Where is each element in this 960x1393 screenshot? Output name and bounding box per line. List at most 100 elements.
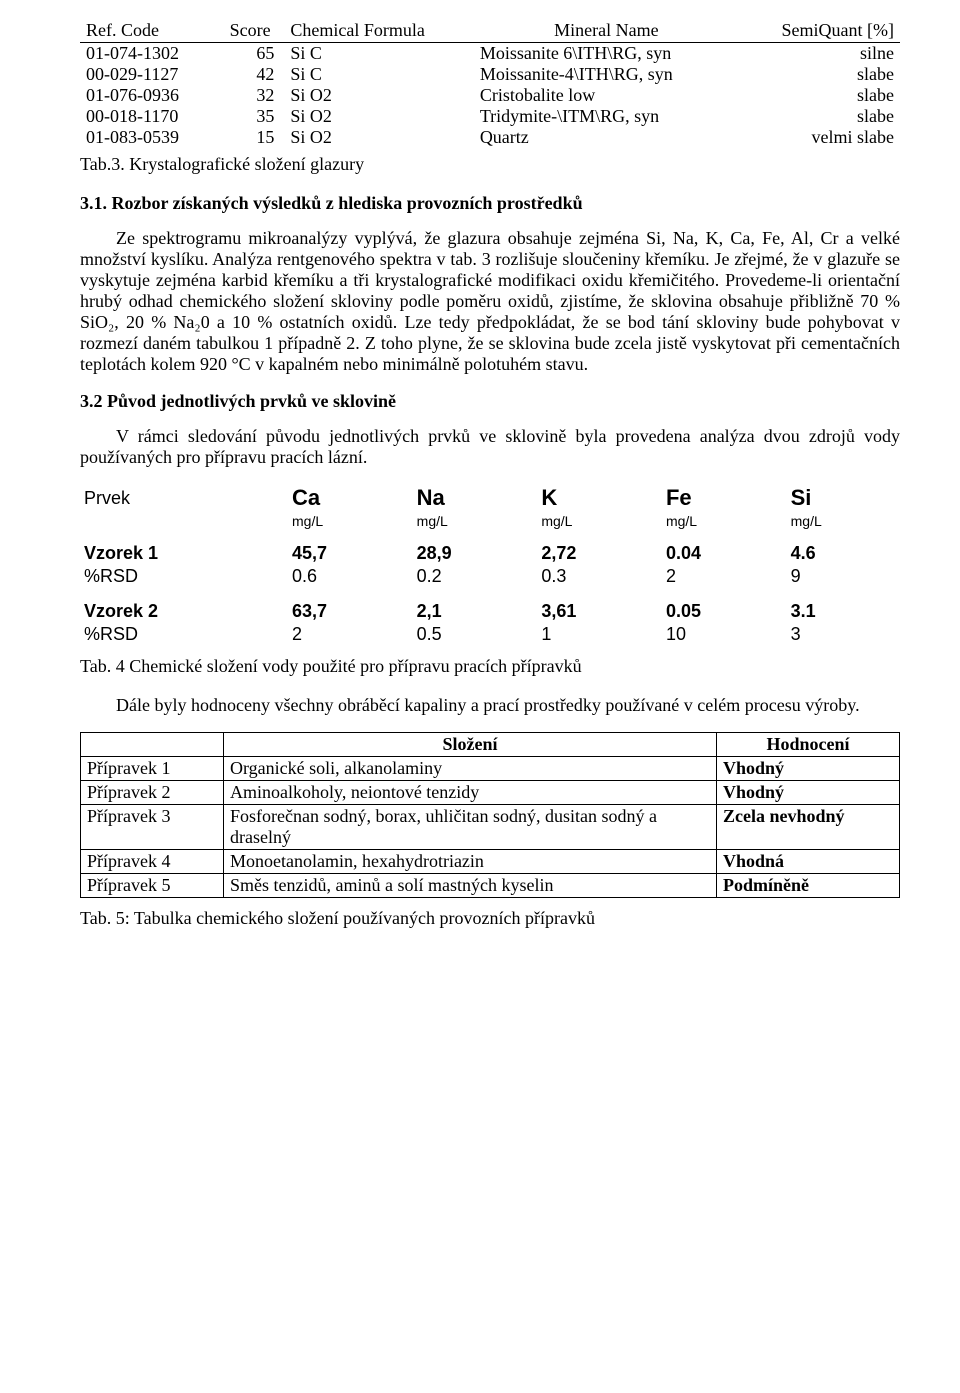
cell-value: 3 [787,623,900,646]
row-label: %RSD [80,565,288,588]
table-row: Přípravek 5Směs tenzidů, aminů a solí ma… [81,874,900,898]
th-name: Mineral Name [474,20,739,43]
t5-header-row: Složení Hodnocení [81,733,900,757]
cell-name: Přípravek 1 [81,757,224,781]
cell-slozeni: Monoetanolamin, hexahydrotriazin [224,850,717,874]
cell-hodnoceni: Vhodný [717,781,900,805]
t4-prvek-label: Prvek [80,484,288,512]
row-label: Vzorek 2 [80,600,288,623]
cell-value: 45,7 [288,542,413,565]
cell-score: 42 [216,64,285,85]
cell-hodnoceni: Podmíněně [717,874,900,898]
t4-el-na: Na [413,484,538,512]
cell-score: 35 [216,106,285,127]
para-3-1: Ze spektrogramu mikroanalýzy vyplývá, že… [80,228,900,375]
cell-value: 0.3 [537,565,662,588]
cell-name: Moissanite 6\ITH\RG, syn [474,43,739,65]
table-row: %RSD0.60.20.329 [80,565,900,588]
table-pripravky: Složení Hodnocení Přípravek 1Organické s… [80,732,900,898]
cell-value: 2 [662,565,787,588]
table-header-row: Ref. Code Score Chemical Formula Mineral… [80,20,900,43]
table-row: Přípravek 2Aminoalkoholy, neiontové tenz… [81,781,900,805]
cell-ref: 00-018-1170 [80,106,216,127]
table-row: Vzorek 145,728,92,720.044.6 [80,542,900,565]
caption-tab4: Tab. 4 Chemické složení vody použité pro… [80,656,900,677]
t5-th-hodnoceni: Hodnocení [717,733,900,757]
cell-sq: slabe [739,64,900,85]
t4-el-k: K [537,484,662,512]
cell-ref: 01-076-0936 [80,85,216,106]
t4-el-ca: Ca [288,484,413,512]
t4-unit: mg/L [537,512,662,530]
cell-value: 0.6 [288,565,413,588]
table-row: 01-074-130265Si CMoissanite 6\ITH\RG, sy… [80,43,900,65]
cell-name: Moissanite-4\ITH\RG, syn [474,64,739,85]
cell-sq: slabe [739,106,900,127]
cell-formula: Si C [284,43,473,65]
cell-name: Quartz [474,127,739,148]
th-formula: Chemical Formula [284,20,473,43]
cell-name: Tridymite-\ITM\RG, syn [474,106,739,127]
caption-tab3: Tab.3. Krystalografické složení glazury [80,154,900,175]
cell-value: 0.5 [413,623,538,646]
cell-score: 15 [216,127,285,148]
table-krystalog: Ref. Code Score Chemical Formula Mineral… [80,20,900,148]
cell-slozeni: Organické soli, alkanolaminy [224,757,717,781]
cell-name: Přípravek 4 [81,850,224,874]
cell-ref: 00-029-1127 [80,64,216,85]
cell-hodnoceni: Zcela nevhodný [717,805,900,850]
cell-value: 9 [787,565,900,588]
row-label: Vzorek 1 [80,542,288,565]
cell-formula: Si C [284,64,473,85]
table-water: Prvek Ca Na K Fe Si mg/L mg/L mg/L mg/L … [80,484,900,646]
cell-value: 2,72 [537,542,662,565]
para-dale: Dále byly hodnoceny všechny obráběcí kap… [80,695,900,716]
cell-slozeni: Směs tenzidů, aminů a solí mastných kyse… [224,874,717,898]
cell-formula: Si O2 [284,127,473,148]
table-row: 00-018-117035Si O2Tridymite-\ITM\RG, syn… [80,106,900,127]
th-score: Score [216,20,285,43]
table-row: Vzorek 263,72,13,610.053.1 [80,600,900,623]
cell-hodnoceni: Vhodný [717,757,900,781]
cell-ref: 01-083-0539 [80,127,216,148]
t4-unit: mg/L [662,512,787,530]
table-row: %RSD20.51103 [80,623,900,646]
table-row: Přípravek 1Organické soli, alkanolaminyV… [81,757,900,781]
cell-value: 3,61 [537,600,662,623]
table-row: 00-029-112742Si CMoissanite-4\ITH\RG, sy… [80,64,900,85]
cell-sq: velmi slabe [739,127,900,148]
table-row: Přípravek 4Monoetanolamin, hexahydrotria… [81,850,900,874]
para-3-2: V rámci sledování původu jednotlivých pr… [80,426,900,468]
th-sq: SemiQuant [%] [739,20,900,43]
cell-value: 0.05 [662,600,787,623]
t4-el-si: Si [787,484,900,512]
row-label: %RSD [80,623,288,646]
t4-unit: mg/L [288,512,413,530]
cell-slozeni: Fosforečnan sodný, borax, uhličitan sodn… [224,805,717,850]
caption-tab5: Tab. 5: Tabulka chemického složení použí… [80,908,900,929]
t4-header-units: mg/L mg/L mg/L mg/L mg/L [80,512,900,530]
cell-value: 1 [537,623,662,646]
t5-th-slozeni: Složení [224,733,717,757]
cell-value: 4.6 [787,542,900,565]
cell-value: 3.1 [787,600,900,623]
cell-value: 2,1 [413,600,538,623]
t4-unit: mg/L [787,512,900,530]
cell-name: Přípravek 3 [81,805,224,850]
cell-name: Přípravek 5 [81,874,224,898]
cell-ref: 01-074-1302 [80,43,216,65]
cell-value: 0.2 [413,565,538,588]
cell-formula: Si O2 [284,85,473,106]
cell-value: 28,9 [413,542,538,565]
cell-value: 63,7 [288,600,413,623]
t4-el-fe: Fe [662,484,787,512]
cell-formula: Si O2 [284,106,473,127]
cell-name: Cristobalite low [474,85,739,106]
t5-th-empty [81,733,224,757]
cell-name: Přípravek 2 [81,781,224,805]
cell-slozeni: Aminoalkoholy, neiontové tenzidy [224,781,717,805]
cell-value: 10 [662,623,787,646]
cell-sq: slabe [739,85,900,106]
cell-value: 0.04 [662,542,787,565]
table-row: Přípravek 3Fosforečnan sodný, borax, uhl… [81,805,900,850]
